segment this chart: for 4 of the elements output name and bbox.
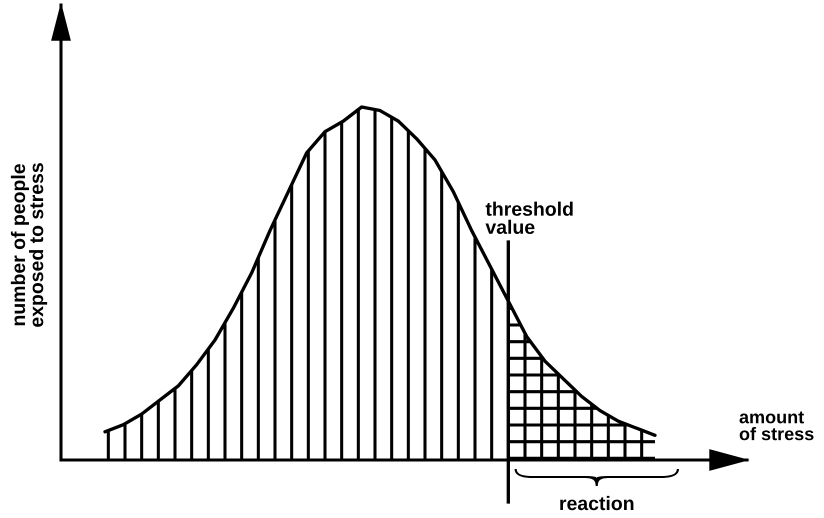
x-axis-title: amount of stress [740,411,814,440]
y-axis-title: number of people exposed to stress [10,163,48,327]
annotation: threshold value [485,202,573,234]
text: reaction [560,496,634,510]
